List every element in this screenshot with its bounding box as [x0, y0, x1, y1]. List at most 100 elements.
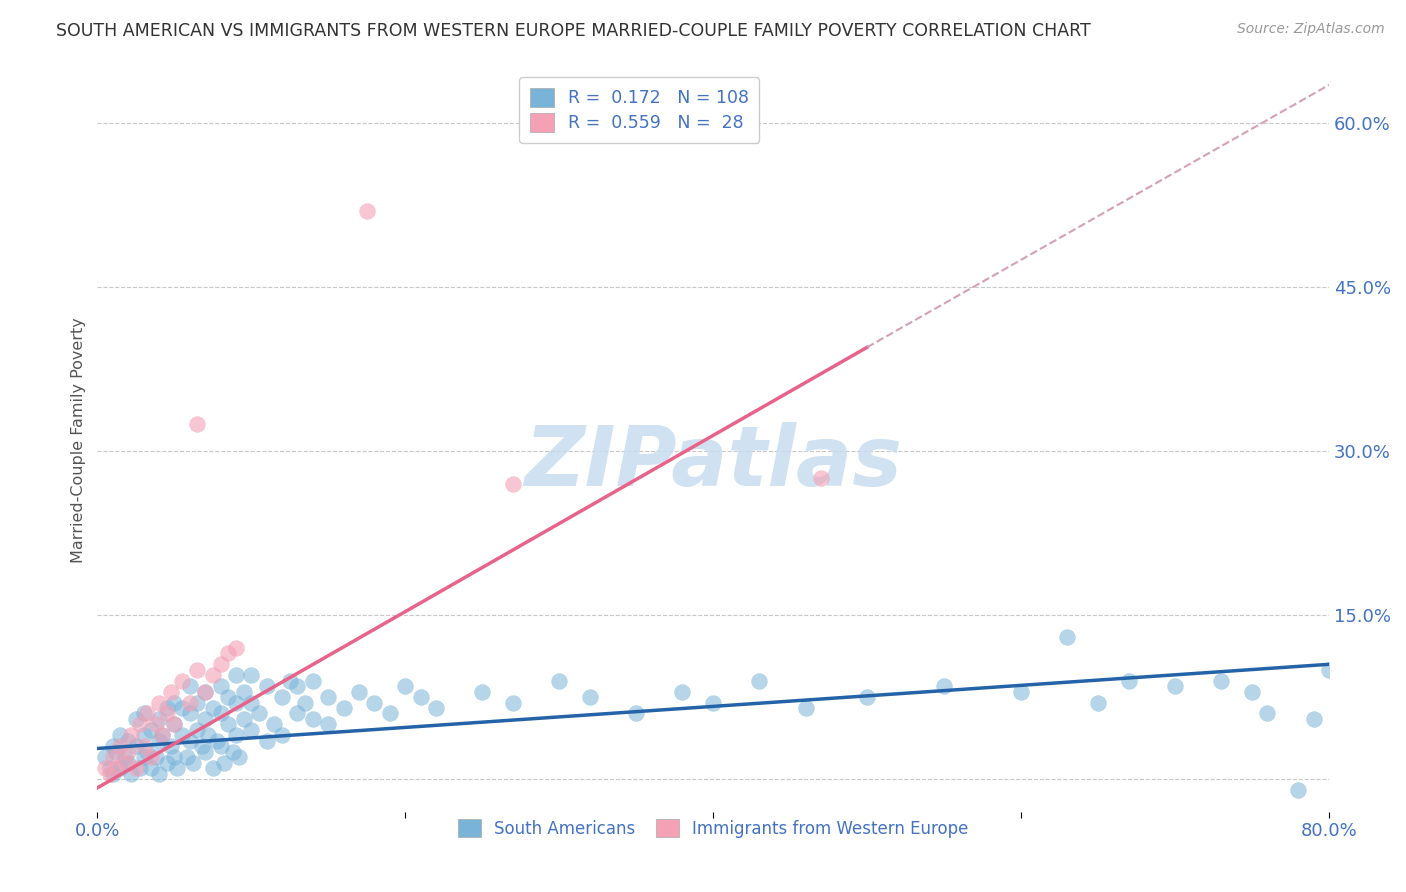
Point	[1302, 712, 1324, 726]
Point	[316, 717, 339, 731]
Point	[141, 750, 163, 764]
Point	[378, 706, 401, 721]
Point	[209, 657, 232, 672]
Point	[1056, 630, 1078, 644]
Point	[1286, 783, 1309, 797]
Point	[209, 679, 232, 693]
Point	[932, 679, 955, 693]
Point	[129, 717, 152, 731]
Point	[748, 673, 770, 688]
Point	[120, 766, 142, 780]
Point	[145, 750, 167, 764]
Point	[104, 745, 127, 759]
Point	[194, 684, 217, 698]
Point	[1211, 673, 1233, 688]
Point	[163, 717, 186, 731]
Point	[170, 728, 193, 742]
Point	[624, 706, 647, 721]
Point	[120, 728, 142, 742]
Point	[502, 477, 524, 491]
Point	[225, 668, 247, 682]
Point	[810, 471, 832, 485]
Point	[163, 750, 186, 764]
Point	[101, 750, 124, 764]
Point	[125, 739, 148, 754]
Point	[278, 673, 301, 688]
Point	[156, 756, 179, 770]
Point	[425, 701, 447, 715]
Point	[1317, 663, 1340, 677]
Point	[240, 723, 263, 737]
Point	[471, 684, 494, 698]
Point	[156, 701, 179, 715]
Point	[263, 717, 285, 731]
Point	[129, 761, 152, 775]
Point	[1010, 684, 1032, 698]
Point	[702, 696, 724, 710]
Point	[217, 690, 239, 704]
Point	[294, 696, 316, 710]
Point	[222, 745, 245, 759]
Point	[191, 739, 214, 754]
Point	[225, 696, 247, 710]
Point	[176, 750, 198, 764]
Point	[117, 734, 139, 748]
Point	[1256, 706, 1278, 721]
Point	[163, 696, 186, 710]
Point	[794, 701, 817, 715]
Point	[201, 668, 224, 682]
Point	[212, 756, 235, 770]
Point	[98, 766, 121, 780]
Point	[271, 690, 294, 704]
Point	[217, 646, 239, 660]
Point	[332, 701, 354, 715]
Point	[1240, 684, 1263, 698]
Point	[135, 745, 157, 759]
Point	[197, 728, 219, 742]
Point	[179, 696, 201, 710]
Point	[409, 690, 432, 704]
Point	[1164, 679, 1187, 693]
Point	[232, 684, 254, 698]
Point	[135, 706, 157, 721]
Point	[114, 756, 136, 770]
Point	[125, 761, 148, 775]
Point	[201, 701, 224, 715]
Point	[94, 761, 117, 775]
Point	[101, 766, 124, 780]
Point	[132, 728, 155, 742]
Point	[104, 761, 127, 775]
Point	[179, 679, 201, 693]
Point	[160, 739, 183, 754]
Point	[225, 640, 247, 655]
Point	[145, 717, 167, 731]
Legend: South Americans, Immigrants from Western Europe: South Americans, Immigrants from Western…	[451, 813, 976, 845]
Point	[207, 734, 229, 748]
Point	[114, 750, 136, 764]
Point	[132, 750, 155, 764]
Text: ZIPatlas: ZIPatlas	[524, 422, 903, 503]
Point	[170, 701, 193, 715]
Point	[132, 706, 155, 721]
Point	[186, 663, 208, 677]
Point	[240, 696, 263, 710]
Text: SOUTH AMERICAN VS IMMIGRANTS FROM WESTERN EUROPE MARRIED-COUPLE FAMILY POVERTY C: SOUTH AMERICAN VS IMMIGRANTS FROM WESTER…	[56, 22, 1091, 40]
Point	[101, 739, 124, 754]
Point	[1087, 696, 1109, 710]
Point	[132, 739, 155, 754]
Point	[394, 679, 416, 693]
Point	[163, 717, 186, 731]
Point	[194, 712, 217, 726]
Point	[194, 745, 217, 759]
Point	[117, 745, 139, 759]
Point	[141, 761, 163, 775]
Point	[228, 750, 250, 764]
Point	[186, 723, 208, 737]
Point	[186, 696, 208, 710]
Point	[150, 728, 173, 742]
Point	[209, 706, 232, 721]
Point	[156, 706, 179, 721]
Point	[232, 712, 254, 726]
Point	[148, 766, 170, 780]
Y-axis label: Married-Couple Family Poverty: Married-Couple Family Poverty	[72, 318, 86, 563]
